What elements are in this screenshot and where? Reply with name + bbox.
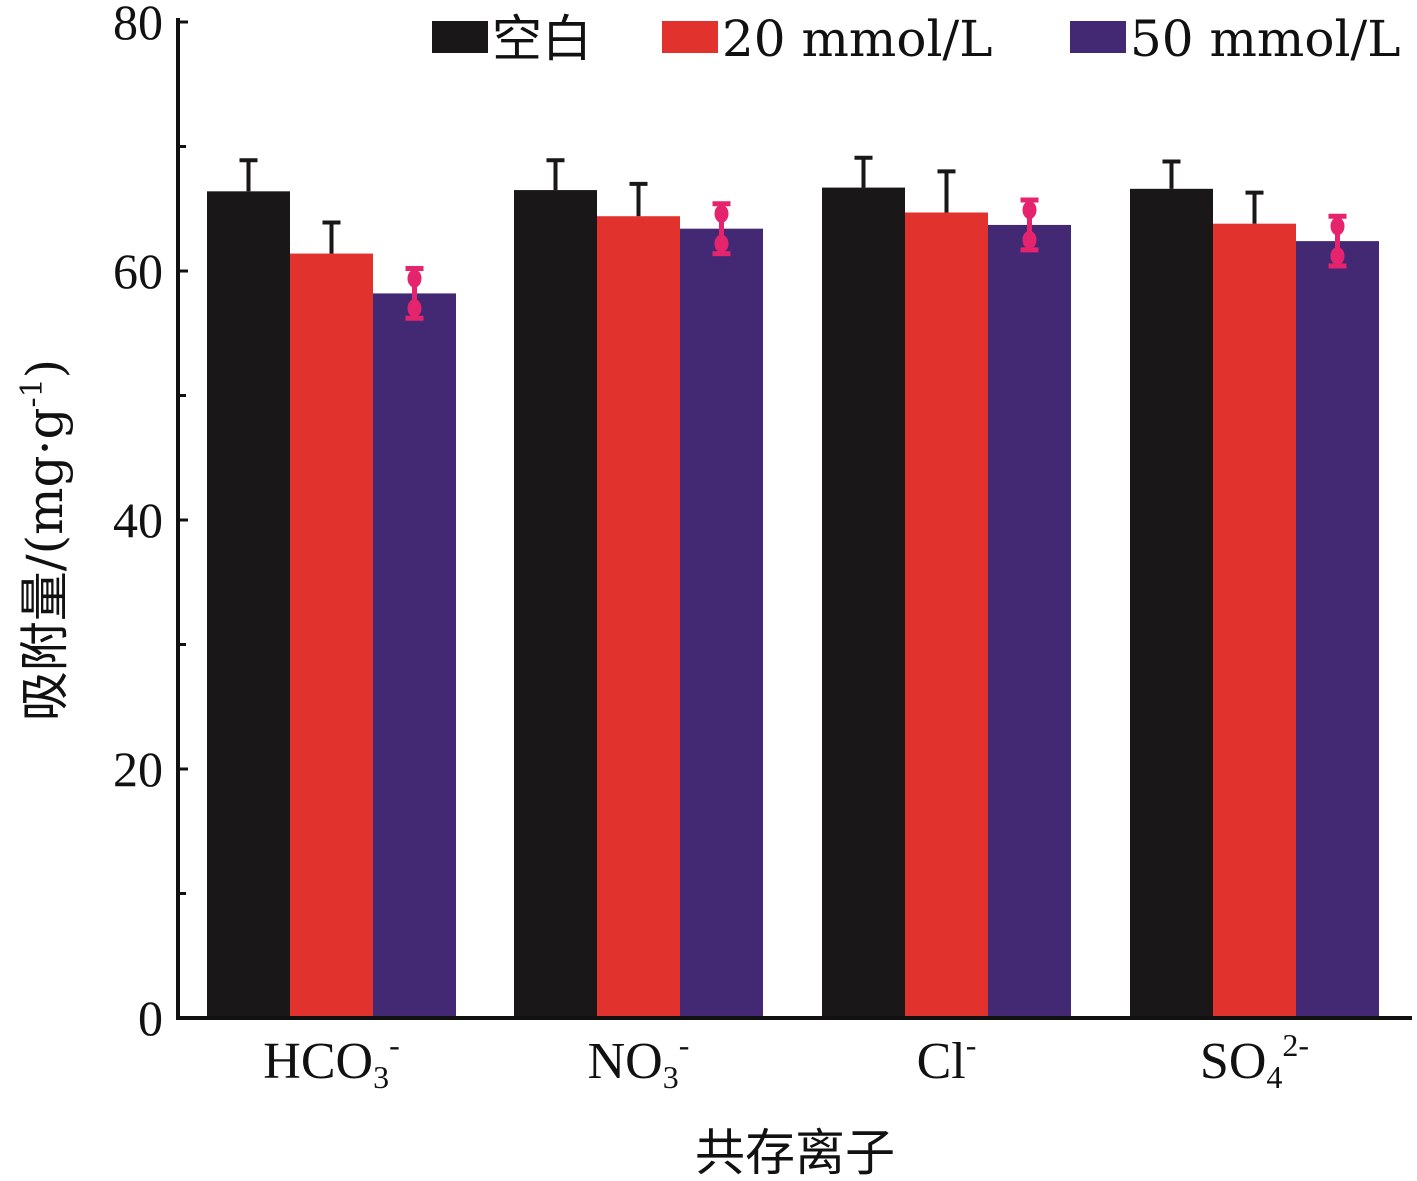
- bar: [1296, 241, 1379, 1018]
- legend-swatch: [1070, 21, 1126, 53]
- legend: 空白 20 mmol/L 50 mmol/L: [432, 10, 1400, 68]
- bar: [597, 216, 680, 1019]
- bar: [680, 228, 763, 1019]
- bar: [373, 293, 456, 1018]
- bar: [514, 190, 597, 1018]
- x-tick-label: Cl-: [917, 1027, 977, 1090]
- error-bar-marker: [407, 299, 422, 318]
- y-axis-title: 吸附量/(mg·g-1): [15, 359, 74, 721]
- bar: [822, 187, 905, 1018]
- bar: [1130, 188, 1213, 1018]
- axes: [176, 18, 1412, 1020]
- error-bar-marker: [407, 269, 422, 288]
- error-bar-marker: [1330, 217, 1345, 236]
- error-bar-marker: [714, 204, 729, 223]
- legend-label: 50 mmol/L: [1130, 10, 1400, 68]
- y-tick-label: 80: [113, 0, 163, 50]
- error-bar-marker: [1022, 201, 1037, 220]
- x-tick-label: SO42-: [1200, 1027, 1309, 1095]
- y-tick-labels: 0 20 40 60 80: [113, 0, 163, 1046]
- bar: [207, 191, 290, 1018]
- bar: [905, 212, 988, 1019]
- x-tick-label: NO3-: [588, 1027, 690, 1095]
- legend-swatch: [432, 21, 488, 53]
- error-bar-marker: [714, 234, 729, 253]
- y-tick-label: 40: [113, 492, 163, 548]
- legend-swatch: [662, 21, 718, 53]
- bars-layer: [207, 187, 1379, 1019]
- x-axis-title: 共存离子: [695, 1124, 895, 1181]
- legend-label: 空白: [492, 10, 592, 68]
- legend-label: 20 mmol/L: [722, 10, 992, 68]
- y-tick-label: 20: [113, 741, 163, 797]
- bar: [988, 224, 1071, 1018]
- error-bar-marker: [1022, 230, 1037, 249]
- bar: [1213, 223, 1296, 1018]
- y-tick-label: 60: [113, 243, 163, 299]
- bar: [290, 253, 373, 1018]
- error-bars-layer: [239, 155, 1347, 321]
- x-tick-label: HCO3-: [263, 1027, 399, 1095]
- error-bar-marker: [1330, 247, 1345, 266]
- y-tick-label: 0: [138, 990, 163, 1046]
- x-category-labels: HCO3- NO3- Cl- SO42-: [263, 1027, 1309, 1095]
